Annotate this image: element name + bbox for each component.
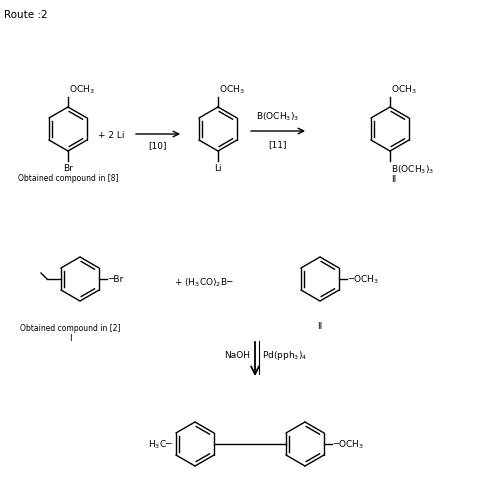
Text: B(OCH$_3$)$_3$: B(OCH$_3$)$_3$: [256, 110, 299, 123]
Text: Route :2: Route :2: [4, 10, 48, 20]
Text: OCH$_3$: OCH$_3$: [69, 83, 95, 96]
Text: NaOH: NaOH: [224, 351, 250, 360]
Text: Pd(pph$_3$)$_4$: Pd(pph$_3$)$_4$: [262, 349, 307, 362]
Text: OCH$_3$: OCH$_3$: [390, 83, 416, 96]
Text: Li: Li: [214, 163, 221, 173]
Text: Obtained compound in [2]: Obtained compound in [2]: [20, 324, 120, 332]
Text: ─OCH$_3$: ─OCH$_3$: [332, 438, 363, 450]
Text: I: I: [69, 333, 71, 342]
Text: ─Br: ─Br: [108, 275, 123, 284]
Text: + 2 Li: + 2 Li: [98, 130, 124, 139]
Text: II: II: [317, 321, 322, 330]
Text: [11]: [11]: [268, 140, 287, 149]
Text: B(OCH$_3$)$_3$: B(OCH$_3$)$_3$: [390, 163, 433, 176]
Text: ─OCH$_3$: ─OCH$_3$: [348, 273, 379, 285]
Text: [10]: [10]: [148, 141, 167, 150]
Text: + (H$_3$CO)$_2$B─: + (H$_3$CO)$_2$B─: [174, 276, 233, 289]
Text: OCH$_3$: OCH$_3$: [218, 83, 244, 96]
Text: Br: Br: [63, 163, 73, 173]
Text: Obtained compound in [8]: Obtained compound in [8]: [18, 174, 118, 183]
Text: II: II: [390, 175, 396, 183]
Text: H$_3$C─: H$_3$C─: [148, 438, 173, 450]
